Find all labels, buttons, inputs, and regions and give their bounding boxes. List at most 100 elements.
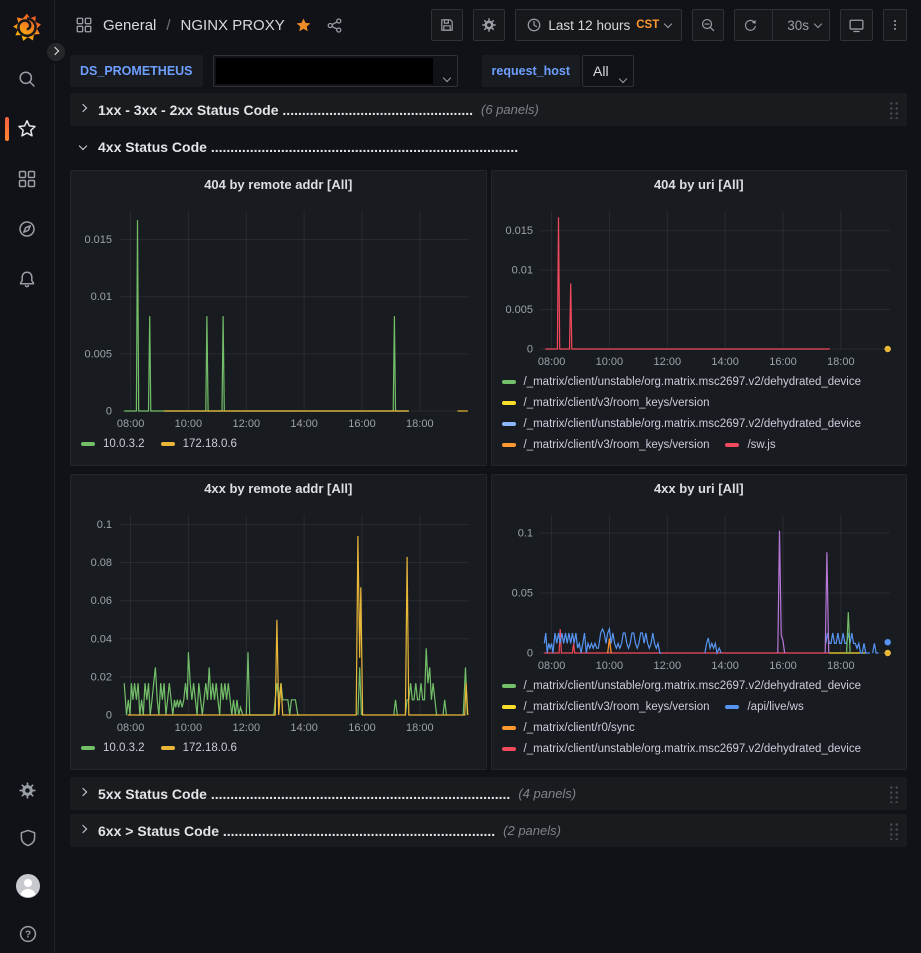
- svg-text:0.005: 0.005: [84, 348, 112, 360]
- chart-404-by-remote-addr[interactable]: 0 0.005 0.01 0.015 08:00 10:00 12:00 14:00 16:00…: [79, 199, 477, 431]
- svg-text:0.01: 0.01: [511, 265, 532, 277]
- row-drag-handle[interactable]: [888, 100, 899, 119]
- sidebar-item-alerting[interactable]: [0, 268, 55, 290]
- series-color-swatch: [160, 745, 175, 750]
- row-6xx-status-code[interactable]: 6xx > Status Code ......................…: [70, 814, 907, 847]
- row-panel-count: (2 panels): [503, 823, 561, 838]
- svg-text:16:00: 16:00: [348, 418, 376, 430]
- dashboard-header: General / NGINX PROXY: [55, 0, 921, 50]
- bottom-rows: 5xx Status Code ........................…: [70, 777, 907, 847]
- svg-text:14:00: 14:00: [711, 660, 739, 672]
- panel-title[interactable]: 4xx by uri [All]: [653, 481, 744, 496]
- refresh-button[interactable]: [735, 10, 766, 40]
- legend-item[interactable]: /sw.js: [725, 434, 776, 455]
- sidebar-item-server-admin[interactable]: [0, 827, 55, 849]
- legend-item[interactable]: /_matrix/client/unstable/org.matrix.msc2…: [501, 371, 861, 392]
- legend-item[interactable]: 10.0.3.2: [81, 433, 145, 454]
- sidebar-item-profile[interactable]: [0, 874, 55, 898]
- sidebar-expand-button[interactable]: [44, 40, 68, 64]
- chevron-down-icon: [618, 74, 627, 84]
- svg-text:12:00: 12:00: [233, 722, 261, 734]
- panels-grid: 404 by remote addr [All] 0 0.005 0.01 0.015…: [70, 170, 907, 770]
- chart-4xx-by-uri[interactable]: 0 0.05 0.1 08:00 10:00 12:00 14:00 16:00 18:00: [500, 503, 898, 673]
- save-dashboard-button[interactable]: [431, 9, 464, 41]
- svg-text:18:00: 18:00: [827, 660, 855, 672]
- svg-text:16:00: 16:00: [769, 660, 797, 672]
- legend-item[interactable]: /_matrix/client/v3/room_keys/version: [501, 696, 709, 717]
- sidebar-item-search[interactable]: [0, 68, 55, 90]
- dashboard-settings-button[interactable]: [473, 9, 506, 41]
- svg-text:0.015: 0.015: [505, 225, 533, 237]
- svg-text:0.05: 0.05: [511, 588, 532, 600]
- svg-text:0: 0: [106, 406, 112, 418]
- legend-item[interactable]: /_matrix/client/unstable/org.matrix.msc2…: [501, 675, 861, 696]
- time-range-label: Last 12 hours: [548, 17, 631, 33]
- variable-value-request-host[interactable]: All: [582, 55, 634, 87]
- variable-value-ds-prometheus[interactable]: [212, 55, 458, 87]
- svg-text:?: ?: [24, 930, 30, 941]
- svg-text:0.06: 0.06: [91, 595, 112, 607]
- row-title: 5xx Status Code ........................…: [98, 785, 511, 802]
- chevron-right-icon: [78, 103, 88, 113]
- more-menu-button[interactable]: [883, 9, 907, 41]
- row-4xx-status-code[interactable]: 4xx Status Code ........................…: [70, 132, 907, 162]
- grafana-logo[interactable]: [12, 12, 42, 42]
- svg-text:12:00: 12:00: [653, 660, 681, 672]
- legend-item[interactable]: /api/live/ws: [725, 696, 804, 717]
- row-title: 4xx Status Code ........................…: [98, 139, 519, 155]
- sidebar-item-explore[interactable]: [0, 218, 55, 240]
- svg-text:18:00: 18:00: [827, 356, 855, 368]
- svg-text:12:00: 12:00: [653, 356, 681, 368]
- legend-item[interactable]: 172.18.0.6: [160, 433, 237, 454]
- refresh-interval-label: 30s: [787, 17, 809, 33]
- chart-404-by-uri[interactable]: 0 0.005 0.01 0.015 08:00 10:00 12:00 14:00 16:00…: [500, 199, 898, 369]
- legend-item[interactable]: /_matrix/client/v3/room_keys/version: [501, 392, 709, 413]
- chevron-down-icon: [813, 19, 823, 28]
- legend-item[interactable]: 172.18.0.6: [160, 737, 237, 758]
- legend: /_matrix/client/unstable/org.matrix.msc2…: [500, 673, 899, 759]
- row-1xx-3xx-2xx-status-code[interactable]: 1xx - 3xx - 2xx Status Code ............…: [70, 93, 907, 126]
- favorite-star-icon[interactable]: [295, 17, 312, 34]
- chart-4xx-by-remote-addr[interactable]: 0 0.02 0.04 0.06 0.08 0.1 08:00 10:00 12:00 14:00…: [79, 503, 477, 735]
- legend-item[interactable]: 10.0.3.2: [81, 737, 145, 758]
- refresh-interval-select[interactable]: 30s: [779, 10, 829, 40]
- svg-text:0.005: 0.005: [505, 304, 533, 316]
- row-5xx-status-code[interactable]: 5xx Status Code ........................…: [70, 777, 907, 810]
- chevron-down-icon: [663, 19, 673, 28]
- panel-4xx-by-remote-addr: 4xx by remote addr [All] 0 0.02 0.04 0.06 0.…: [70, 474, 487, 770]
- panel-title[interactable]: 4xx by remote addr [All]: [204, 481, 353, 496]
- svg-text:0.1: 0.1: [97, 519, 112, 531]
- legend-item[interactable]: /_matrix/client/unstable/org.matrix.msc2…: [501, 413, 861, 434]
- legend-item[interactable]: /_matrix/client/v3/room_keys/version: [501, 434, 709, 455]
- sidebar-item-configuration[interactable]: [0, 779, 55, 801]
- zoom-out-button[interactable]: [692, 9, 725, 41]
- row-drag-handle[interactable]: [888, 821, 899, 840]
- svg-text:0: 0: [526, 344, 532, 356]
- series-color-swatch: [501, 400, 516, 405]
- series-color-swatch: [81, 745, 95, 750]
- kiosk-mode-button[interactable]: [840, 9, 873, 41]
- panel-404-by-uri: 404 by uri [All] 0 0.005 0.01 0.015 08:00 10:…: [490, 170, 907, 466]
- share-icon[interactable]: [326, 17, 343, 34]
- panel-404-by-remote-addr: 404 by remote addr [All] 0 0.005 0.01 0.015…: [70, 170, 487, 466]
- legend-item[interactable]: /_matrix/client/r0/sync: [501, 717, 635, 738]
- sidebar-item-dashboards[interactable]: [0, 168, 55, 190]
- gear-icon: [19, 781, 36, 799]
- svg-text:16:00: 16:00: [348, 722, 376, 734]
- row-drag-handle[interactable]: [888, 784, 899, 803]
- panel-title[interactable]: 404 by remote addr [All]: [204, 177, 353, 192]
- timezone-label: CST: [636, 19, 660, 31]
- chevron-right-icon: [78, 787, 88, 797]
- chevron-down-icon: [442, 73, 451, 83]
- panel-title[interactable]: 404 by uri [All]: [653, 177, 744, 192]
- page-title: NGINX PROXY: [180, 16, 285, 34]
- svg-text:08:00: 08:00: [117, 418, 145, 430]
- time-range-picker[interactable]: Last 12 hours CST: [515, 9, 683, 41]
- sidebar-item-help[interactable]: ?: [0, 923, 55, 945]
- row-panel-count: (6 panels): [481, 102, 539, 117]
- sidebar-item-starred[interactable]: [0, 117, 55, 141]
- legend-item[interactable]: /_matrix/client/unstable/org.matrix.msc2…: [501, 738, 861, 759]
- legend: /_matrix/client/unstable/org.matrix.msc2…: [500, 369, 899, 455]
- breadcrumb-section[interactable]: General: [103, 16, 157, 34]
- variable-label-ds-prometheus: DS_PROMETHEUS: [70, 55, 203, 87]
